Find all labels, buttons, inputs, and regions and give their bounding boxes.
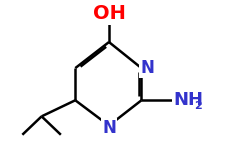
Text: N: N bbox=[102, 119, 116, 137]
Text: N: N bbox=[141, 59, 154, 77]
Text: NH: NH bbox=[173, 91, 203, 109]
Text: OH: OH bbox=[92, 4, 125, 23]
Text: 2: 2 bbox=[194, 101, 202, 111]
